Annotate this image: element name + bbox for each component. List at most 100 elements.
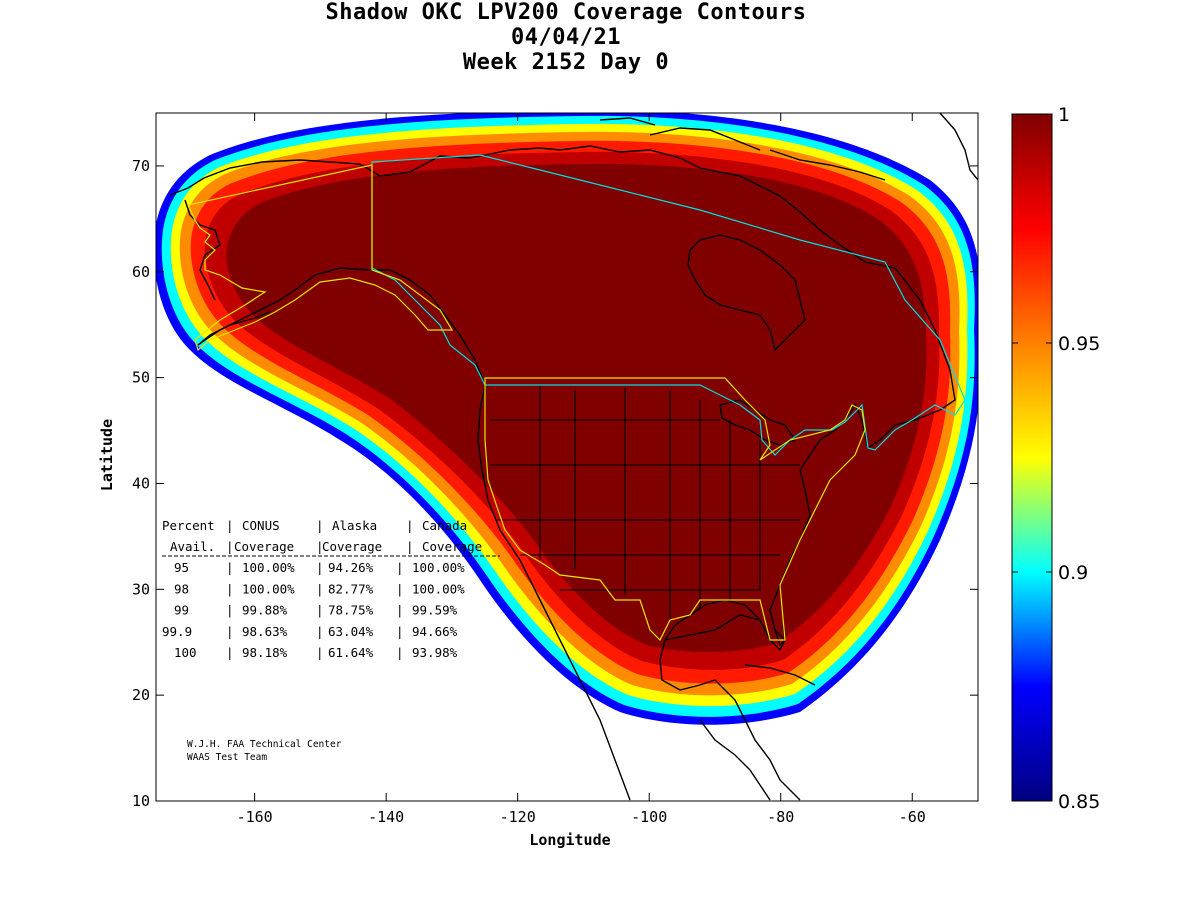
conus-boundary bbox=[484, 377, 866, 642]
central-america bbox=[699, 719, 771, 801]
table-row: 100 | 98.18% | 61.64% | 93.98% bbox=[174, 645, 458, 660]
colorbar-tick-label: 0.85 bbox=[1058, 791, 1100, 813]
region-boundaries bbox=[187, 154, 966, 642]
colorbar-tick-label: 0.9 bbox=[1058, 562, 1088, 584]
canada-boundary bbox=[371, 154, 966, 456]
state-lines-h bbox=[490, 419, 800, 591]
cell-sep: | bbox=[396, 560, 404, 575]
header-coverage-canada: Coverage bbox=[422, 539, 482, 554]
hudson-bay bbox=[687, 234, 806, 352]
alaska-west bbox=[184, 199, 221, 301]
cell-canada: 100.00% bbox=[412, 560, 465, 575]
north-america-coast bbox=[169, 145, 956, 801]
cell-sep: | bbox=[396, 603, 404, 618]
title-block: Shadow OKC LPV200 Coverage Contours 04/0… bbox=[0, 0, 1132, 75]
header-canada: Canada bbox=[422, 518, 467, 533]
arctic-islands-2 bbox=[769, 149, 886, 181]
table-rows: 95 | 100.00% | 94.26% | 100.00% 98 | 100.00% | 82.7… bbox=[162, 560, 465, 660]
y-tick-label: 70 bbox=[132, 157, 150, 175]
availability-table: Percent | CONUS | Alaska | Canada Avail. | C… bbox=[162, 518, 500, 660]
arctic-islands-1 bbox=[649, 127, 761, 151]
state-boundaries bbox=[490, 385, 800, 620]
x-tick-label: -140 bbox=[368, 808, 404, 826]
chart-title: Shadow OKC LPV200 Coverage Contours bbox=[325, 0, 807, 25]
table-row: 98 | 100.00% | 82.77% | 100.00% bbox=[174, 581, 465, 596]
x-axis-ticks: -160 -140 -120 -100 -80 -60 bbox=[237, 113, 926, 826]
colorbar-gradient bbox=[1011, 113, 1053, 802]
header-alaska: Alaska bbox=[332, 518, 377, 533]
header-coverage-alaska: Coverage bbox=[322, 539, 382, 554]
y-tick-label: 60 bbox=[132, 263, 150, 281]
cell-conus: 98.18% bbox=[242, 645, 288, 660]
y-axis-label: Latitude bbox=[98, 419, 116, 491]
cell-canada: 100.00% bbox=[412, 581, 465, 596]
header-conus: CONUS bbox=[242, 518, 280, 533]
cell-avail: 99.9 bbox=[162, 624, 192, 639]
table-header-row2: Avail. | Coverage | Coverage | Coverage bbox=[170, 539, 482, 554]
cell-sep: | bbox=[396, 645, 404, 660]
cell-canada: 94.66% bbox=[412, 624, 458, 639]
header-percent: Percent bbox=[162, 518, 215, 533]
cell-sep: | bbox=[226, 560, 234, 575]
chart-week-day: Week 2152 Day 0 bbox=[462, 50, 670, 75]
x-tick-label: -160 bbox=[237, 808, 273, 826]
colorbar-ticks: 0.85 0.9 0.95 1 bbox=[1012, 104, 1100, 813]
table-row: 99 | 99.88% | 78.75% | 99.59% bbox=[174, 603, 458, 618]
cell-sep: | bbox=[396, 581, 404, 596]
chart-date: 04/04/21 bbox=[511, 25, 621, 50]
cell-conus: 99.88% bbox=[242, 603, 288, 618]
cell-alaska: 63.04% bbox=[328, 624, 374, 639]
cell-canada: 93.98% bbox=[412, 645, 458, 660]
table-header-row1: Percent | CONUS | Alaska | Canada bbox=[162, 518, 467, 533]
plot-frame bbox=[155, 112, 979, 802]
cell-avail: 99 bbox=[174, 603, 189, 618]
cell-sep: | bbox=[316, 603, 324, 618]
cell-avail: 100 bbox=[174, 645, 197, 660]
x-tick-label: -100 bbox=[631, 808, 667, 826]
credit: W.J.H. FAA Technical Center WAAS Test Te… bbox=[187, 739, 342, 763]
state-lines-v bbox=[539, 385, 761, 620]
table-row: 95 | 100.00% | 94.26% | 100.00% bbox=[174, 560, 465, 575]
colorbar-tick-label: 0.95 bbox=[1058, 333, 1100, 355]
cuba bbox=[744, 664, 816, 686]
credit-line2: WAAS Test Team bbox=[187, 752, 267, 763]
cell-sep: | bbox=[396, 624, 404, 639]
alaska-boundary bbox=[187, 164, 454, 352]
y-tick-label: 20 bbox=[132, 686, 150, 704]
y-tick-label: 40 bbox=[132, 474, 150, 492]
x-axis-label: Longitude bbox=[529, 831, 610, 849]
credit-line1: W.J.H. FAA Technical Center bbox=[187, 739, 342, 750]
cell-conus: 100.00% bbox=[242, 560, 295, 575]
cell-sep: | bbox=[316, 581, 324, 596]
header-avail: Avail. bbox=[170, 539, 215, 554]
cell-conus: 98.63% bbox=[242, 624, 288, 639]
cell-sep: | bbox=[226, 581, 234, 596]
cell-sep: | bbox=[316, 624, 324, 639]
y-axis-ticks: 10 20 30 40 50 60 70 bbox=[132, 157, 978, 810]
gulf-coast bbox=[664, 614, 761, 641]
cell-sep: | bbox=[316, 645, 324, 660]
cell-sep: | bbox=[226, 603, 234, 618]
colorbar-tick-label: 1 bbox=[1058, 104, 1070, 126]
cell-alaska: 82.77% bbox=[328, 581, 374, 596]
header-coverage-conus: Coverage bbox=[234, 539, 294, 554]
west-coast bbox=[197, 267, 631, 801]
x-tick-label: -120 bbox=[500, 808, 536, 826]
cell-sep: | bbox=[226, 645, 234, 660]
table-row: 99.9 | 98.63% | 63.04% | 94.66% bbox=[162, 624, 458, 639]
colorbar: 0.85 0.9 0.95 1 bbox=[1011, 104, 1100, 813]
arctic-islands-3 bbox=[599, 117, 656, 126]
cell-avail: 95 bbox=[174, 560, 189, 575]
cell-alaska: 94.26% bbox=[328, 560, 374, 575]
cell-alaska: 61.64% bbox=[328, 645, 374, 660]
x-tick-label: -60 bbox=[899, 808, 926, 826]
alaska-peninsula bbox=[197, 311, 271, 346]
y-tick-label: 10 bbox=[132, 792, 150, 810]
cell-sep: | bbox=[316, 560, 324, 575]
coastlines bbox=[169, 113, 978, 801]
cell-alaska: 78.75% bbox=[328, 603, 374, 618]
greenland-edge bbox=[939, 113, 978, 181]
cell-conus: 100.00% bbox=[242, 581, 295, 596]
x-tick-label: -80 bbox=[767, 808, 794, 826]
